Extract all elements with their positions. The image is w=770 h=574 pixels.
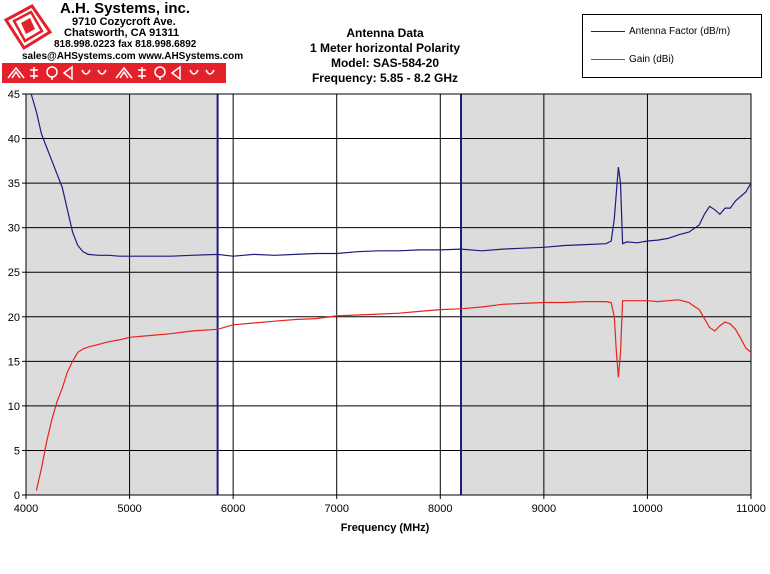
company-name: A.H. Systems, inc. bbox=[60, 0, 191, 17]
y-tick-label-0: 0 bbox=[14, 490, 20, 502]
chart-title-block: Antenna Data 1 Meter horizontal Polarity… bbox=[262, 26, 508, 86]
chart-title-line-3: Model: SAS-584-20 bbox=[330, 56, 440, 70]
x-tick-label-9000: 9000 bbox=[532, 503, 556, 515]
x-tick-label-10000: 10000 bbox=[632, 503, 663, 515]
chart-title-line-1: Antenna Data bbox=[346, 26, 424, 40]
y-tick-label-25: 25 bbox=[8, 267, 20, 279]
plot-frame bbox=[25, 93, 752, 496]
chart-title-line-2: 1 Meter horizontal Polarity bbox=[309, 41, 461, 55]
x-tick-label-5000: 5000 bbox=[117, 503, 141, 515]
y-tick-label-5: 5 bbox=[14, 445, 20, 457]
legend-swatch-antenna-factor bbox=[591, 30, 625, 32]
x-tick-label-7000: 7000 bbox=[324, 503, 348, 515]
legend-swatch-gain bbox=[591, 58, 625, 60]
legend-entry-gain: Gain (dBi) bbox=[591, 52, 674, 66]
x-tick-label-11000: 11000 bbox=[736, 503, 766, 515]
y-tick-label-15: 15 bbox=[8, 356, 20, 368]
company-web: sales@AHSystems.com www.AHSystems.com bbox=[22, 51, 244, 62]
series-line-1 bbox=[35, 299, 752, 491]
antenna-icons-icon bbox=[7, 65, 215, 81]
legend-label-gain: Gain (dBi) bbox=[629, 53, 675, 65]
x-axis-label: Frequency (MHz) bbox=[340, 522, 430, 534]
company-street: 9710 Cozycroft Ave. bbox=[72, 16, 176, 28]
logo-emblem-icon bbox=[3, 4, 53, 51]
y-tick-label-10: 10 bbox=[8, 401, 20, 413]
y-tick-label-35: 35 bbox=[8, 178, 20, 190]
company-phone: 818.998.0223 fax 818.998.6892 bbox=[54, 39, 197, 50]
legend-entry-antenna-factor: Antenna Factor (dB/m) bbox=[591, 24, 730, 38]
company-city: Chatsworth, CA 91311 bbox=[64, 27, 180, 39]
series-line-0 bbox=[30, 93, 752, 257]
y-tick-label-45: 45 bbox=[8, 89, 20, 101]
logo-antenna-icon-bar bbox=[2, 63, 226, 83]
x-tick-label-4000: 4000 bbox=[14, 503, 38, 515]
y-tick-label-30: 30 bbox=[8, 223, 20, 235]
chart-title-line-4: Frequency: 5.85 - 8.2 GHz bbox=[311, 71, 459, 85]
legend-label-antenna-factor: Antenna Factor (dB/m) bbox=[629, 25, 731, 37]
chart-legend: Antenna Factor (dB/m) Gain (dBi) bbox=[582, 14, 762, 78]
shaded-region-1 bbox=[461, 94, 751, 495]
y-tick-label-20: 20 bbox=[8, 312, 20, 324]
shaded-region-0 bbox=[26, 94, 218, 495]
x-tick-label-8000: 8000 bbox=[428, 503, 452, 515]
company-logo-block: A.H. Systems, inc. 9710 Cozycroft Ave. C… bbox=[0, 0, 243, 86]
x-tick-label-6000: 6000 bbox=[221, 503, 245, 515]
y-tick-label-40: 40 bbox=[8, 134, 20, 146]
